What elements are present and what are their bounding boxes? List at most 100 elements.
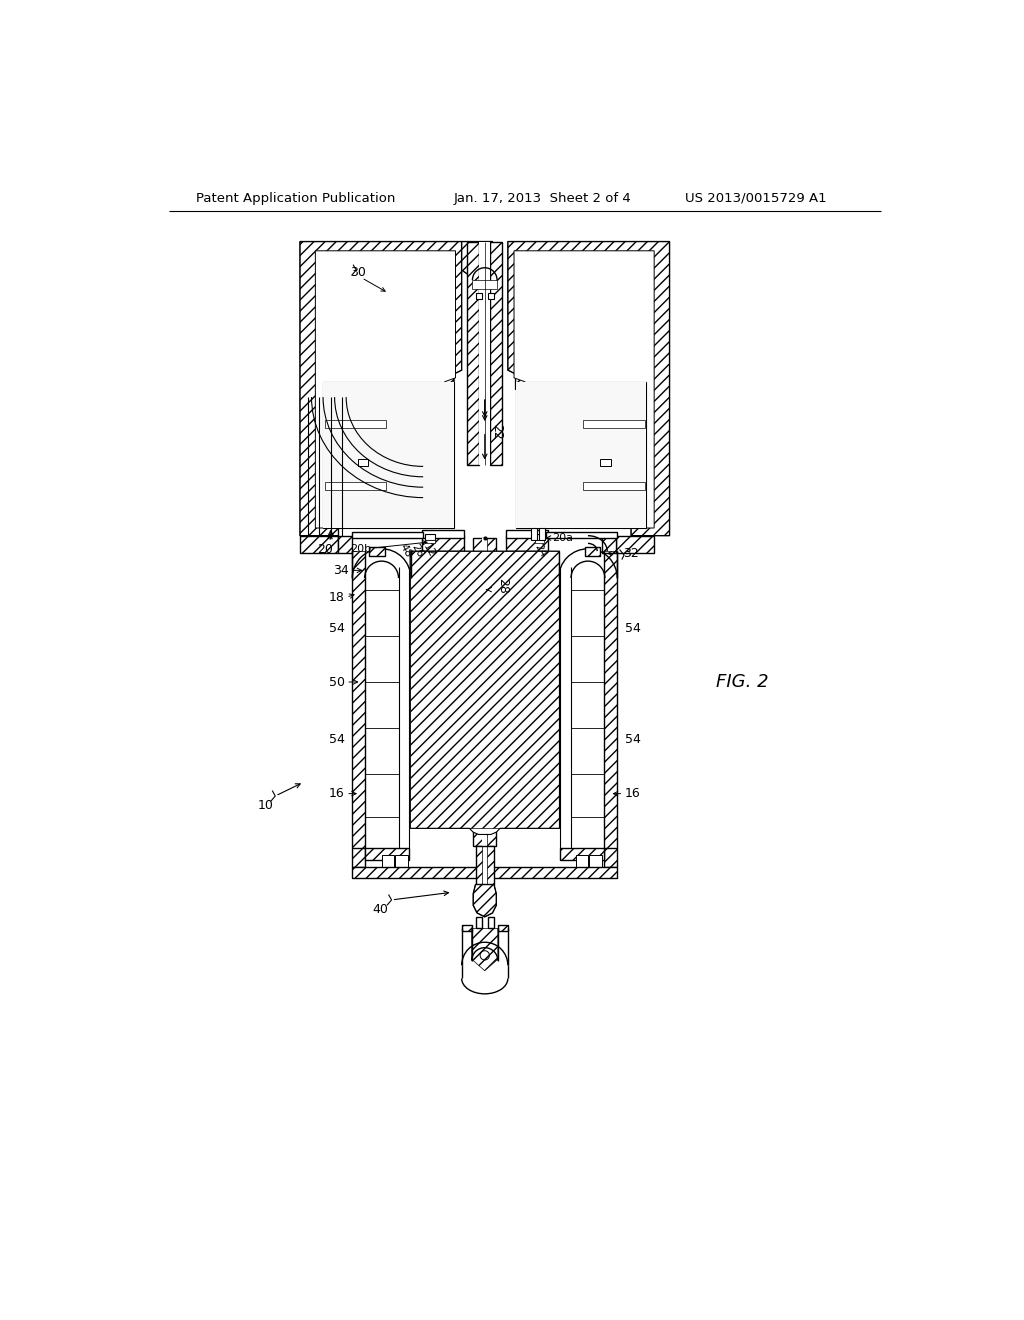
Bar — [473, 539, 482, 846]
Bar — [535, 540, 544, 544]
Bar — [473, 539, 497, 846]
Bar — [571, 636, 604, 640]
Polygon shape — [300, 242, 462, 536]
Bar — [571, 733, 604, 737]
Bar — [422, 536, 464, 552]
Text: 30: 30 — [350, 265, 366, 279]
Bar — [490, 242, 503, 465]
Bar — [357, 459, 369, 466]
Bar — [571, 682, 604, 686]
Bar — [395, 855, 408, 871]
Text: 16: 16 — [329, 787, 345, 800]
Bar — [602, 536, 615, 553]
Bar — [490, 242, 503, 465]
Bar — [600, 459, 611, 466]
Bar — [325, 420, 386, 428]
Text: 10: 10 — [257, 799, 273, 812]
Bar — [425, 535, 435, 540]
Bar — [571, 779, 604, 781]
Bar — [475, 917, 481, 928]
Bar — [325, 482, 386, 490]
Text: 40: 40 — [373, 903, 389, 916]
Bar — [479, 242, 490, 465]
Polygon shape — [315, 251, 456, 528]
Text: 54: 54 — [329, 733, 345, 746]
Bar — [475, 846, 494, 884]
Bar — [352, 552, 366, 847]
Bar — [571, 817, 604, 821]
Bar — [339, 536, 352, 553]
Bar — [472, 280, 497, 289]
Bar — [352, 532, 423, 539]
Bar — [602, 536, 615, 553]
Bar — [300, 536, 339, 553]
Bar — [366, 636, 398, 640]
Bar — [584, 420, 645, 428]
Bar — [535, 535, 544, 540]
Bar — [366, 729, 398, 733]
Bar — [366, 594, 398, 597]
Bar — [366, 847, 410, 859]
Bar — [585, 548, 600, 557]
Polygon shape — [508, 242, 670, 536]
Text: 48: 48 — [397, 543, 414, 560]
Bar — [615, 536, 654, 553]
Bar — [422, 536, 464, 552]
Bar — [339, 536, 352, 553]
Bar — [475, 846, 482, 884]
Bar — [615, 536, 654, 553]
Bar — [560, 847, 604, 859]
Bar — [462, 924, 472, 931]
Bar — [366, 682, 398, 686]
Bar — [300, 536, 339, 553]
Polygon shape — [514, 251, 654, 528]
Text: 20a: 20a — [553, 533, 573, 543]
Bar — [366, 590, 398, 594]
Polygon shape — [410, 552, 559, 834]
Bar — [370, 548, 385, 557]
Bar — [571, 729, 604, 733]
Bar — [531, 528, 538, 540]
Bar — [352, 867, 617, 878]
Bar — [352, 867, 617, 878]
Bar — [370, 548, 385, 557]
Text: 50: 50 — [329, 676, 345, 689]
Bar — [487, 539, 497, 846]
Bar — [467, 242, 479, 465]
Bar — [515, 381, 646, 528]
Bar — [571, 640, 604, 644]
Bar — [323, 381, 454, 528]
Bar — [410, 552, 559, 829]
Bar — [571, 686, 604, 689]
Bar — [604, 552, 617, 847]
Text: Patent Application Publication: Patent Application Publication — [196, 191, 395, 205]
Bar — [506, 536, 548, 552]
Text: 24: 24 — [532, 543, 548, 560]
Bar — [571, 775, 604, 779]
Bar — [425, 540, 435, 544]
Bar — [487, 917, 494, 928]
Bar — [487, 293, 494, 300]
Text: 32: 32 — [624, 546, 639, 560]
Bar — [467, 242, 479, 465]
Text: 16: 16 — [625, 787, 641, 800]
Bar — [352, 847, 366, 867]
Bar — [590, 855, 602, 871]
Bar — [585, 548, 600, 557]
Text: 34: 34 — [333, 564, 348, 577]
Text: 20b: 20b — [350, 544, 372, 554]
Bar — [604, 847, 617, 867]
Bar — [352, 847, 366, 867]
Bar — [506, 531, 548, 539]
Bar — [366, 821, 398, 825]
Bar — [539, 528, 545, 540]
Bar — [571, 594, 604, 597]
Bar — [571, 590, 604, 594]
Text: FIG. 2: FIG. 2 — [716, 673, 768, 690]
Text: US 2013/0015729 A1: US 2013/0015729 A1 — [685, 191, 826, 205]
Text: 18: 18 — [329, 591, 345, 603]
Polygon shape — [473, 884, 497, 917]
Bar — [475, 293, 481, 300]
Bar — [498, 924, 508, 931]
Bar — [366, 775, 398, 779]
